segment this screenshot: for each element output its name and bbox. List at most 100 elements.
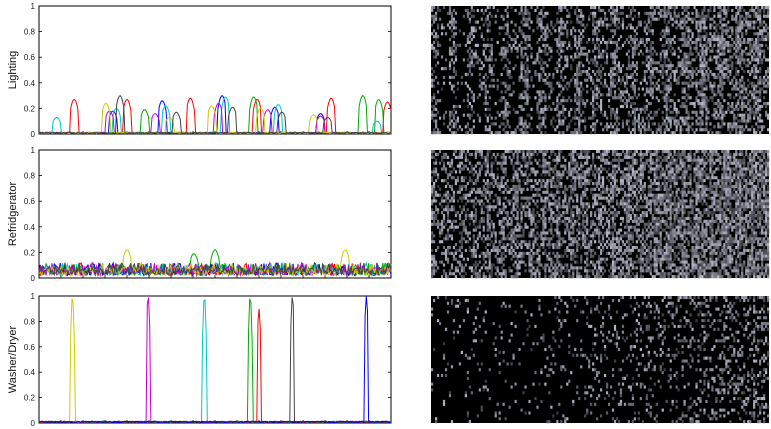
heatmap-cell (572, 257, 575, 261)
heatmap-cell (478, 161, 481, 165)
heatmap-cell (600, 110, 603, 114)
heatmap-cell (751, 84, 754, 88)
heatmap-cell (723, 110, 726, 114)
heatmap-cell (663, 11, 666, 15)
heatmap-cell (556, 246, 559, 250)
heatmap-cell (528, 208, 531, 212)
heatmap-cell (442, 26, 446, 30)
heatmap-cell (562, 214, 565, 218)
heatmap-cell (574, 128, 577, 132)
heatmap-cell (490, 131, 493, 135)
heatmap-cell (536, 205, 539, 209)
heatmap-cell (739, 84, 742, 88)
heatmap-cell (717, 75, 720, 79)
heatmap-cell (679, 125, 682, 129)
heatmap-cell (504, 161, 507, 165)
heatmap-cell (556, 208, 559, 212)
heatmap-cell (578, 266, 581, 270)
heatmap-cell (556, 179, 559, 183)
heatmap-cell (705, 87, 708, 91)
heatmap-cell (540, 8, 543, 13)
heatmap-cell (452, 104, 456, 109)
heatmap-cell (434, 102, 438, 106)
heatmap-cell (631, 6, 634, 10)
heatmap-cell (486, 234, 489, 238)
heatmap-cell (621, 17, 625, 21)
heatmap-cell (534, 237, 537, 241)
heatmap-cell (695, 43, 698, 47)
heatmap-cell (584, 266, 587, 270)
heatmap-cell (613, 17, 617, 21)
heatmap-cell (717, 23, 720, 27)
heatmap-cell (635, 67, 638, 71)
heatmap-cell (484, 78, 487, 82)
heatmap-cell (568, 184, 571, 189)
heatmap-cell (556, 102, 559, 106)
heatmap-cell (432, 113, 436, 117)
heatmap-cell (538, 257, 541, 261)
heatmap-cell (631, 84, 634, 88)
heatmap-cell (538, 75, 541, 79)
heatmap-cell (558, 170, 561, 174)
heatmap-cell (448, 122, 452, 126)
heatmap-cell (753, 116, 756, 120)
heatmap-cell (705, 119, 708, 123)
heatmap-cell (544, 199, 547, 203)
heatmap-cell (607, 40, 611, 45)
heatmap-cell (627, 6, 631, 10)
heatmap-cell (683, 14, 686, 18)
heatmap-cell (590, 6, 593, 10)
heatmap-cell (596, 84, 599, 88)
heatmap-cell (434, 260, 438, 264)
heatmap-cell (464, 193, 467, 197)
heatmap-cell (747, 23, 750, 27)
heatmap-cell (472, 269, 475, 273)
heatmap-cell (735, 104, 738, 109)
heatmap-cell (749, 113, 752, 117)
heatmap-cell (749, 128, 752, 132)
heatmap-cell (598, 237, 601, 241)
heatmap-cell (598, 228, 601, 232)
heatmap-cell (633, 125, 636, 129)
heatmap-cell (639, 49, 642, 53)
heatmap-cell (556, 240, 559, 244)
heatmap-cell (504, 216, 507, 221)
heatmap-cell (755, 99, 758, 103)
heatmap-cell (685, 29, 688, 33)
heatmap-cell (723, 43, 726, 47)
heatmap-cell (703, 20, 706, 24)
heatmap-cell (540, 20, 543, 24)
heatmap-cell (560, 131, 563, 135)
heatmap-cell (490, 167, 493, 171)
heatmap-cell (576, 170, 579, 174)
heatmap-cell (584, 128, 587, 132)
heatmap-cell (431, 43, 434, 47)
heatmap-cell (526, 64, 529, 68)
heatmap-cell (458, 263, 462, 267)
heatmap-cell (502, 190, 505, 194)
heatmap-cell (524, 23, 527, 27)
heatmap-cell (755, 67, 758, 71)
heatmap-cell (691, 81, 694, 85)
heatmap-cell (745, 125, 748, 129)
heatmap-cell (532, 167, 535, 171)
heatmap-cell (675, 14, 678, 18)
heatmap-cell (438, 116, 442, 120)
heatmap-cell (460, 237, 464, 241)
heatmap-cell (562, 211, 565, 215)
heatmap-cell (496, 152, 499, 157)
heatmap-cell (757, 40, 760, 45)
heatmap-cell (530, 187, 533, 191)
heatmap-cell (544, 202, 547, 206)
heatmap-cell (699, 78, 702, 82)
heatmap-cell (747, 64, 750, 68)
heatmap-cell (647, 14, 650, 18)
heatmap-cell (709, 38, 712, 42)
heatmap-cell (494, 254, 497, 258)
heatmap-cell (550, 119, 553, 123)
heatmap-cell (444, 237, 448, 241)
heatmap-cell (512, 263, 515, 267)
heatmap-cell (558, 84, 561, 88)
heatmap-cell (516, 202, 519, 206)
heatmap-cell (440, 155, 444, 159)
